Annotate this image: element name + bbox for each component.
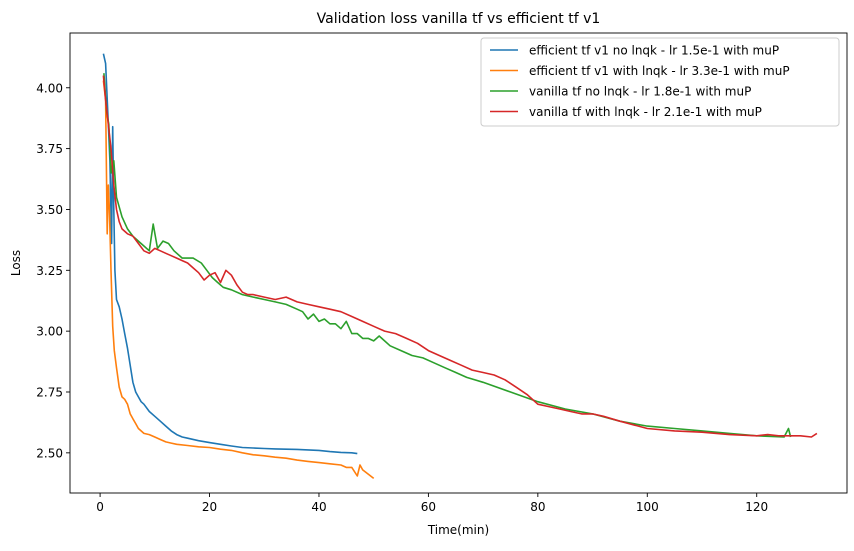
x-tick-label: 100: [636, 500, 659, 514]
plot-frame: [69, 32, 848, 494]
y-axis-label: Loss: [9, 250, 23, 276]
series-line-4: [102, 75, 818, 438]
legend: efficient tf v1 no lnqk - lr 1.5e-1 with…: [480, 37, 840, 127]
x-axis-label: Time(min): [427, 523, 489, 537]
y-tick-label: 2.75: [36, 385, 63, 399]
legend-entry: vanilla tf with lnqk - lr 2.1e-1 with mu…: [529, 105, 762, 119]
chart-title: Validation loss vanilla tf vs efficient …: [317, 11, 601, 27]
y-tick-label: 3.50: [36, 203, 63, 217]
x-tick-label: 60: [421, 500, 436, 514]
x-tick-label: 40: [311, 500, 326, 514]
y-tick-label: 3.00: [36, 325, 63, 339]
x-tick-label: 120: [745, 500, 768, 514]
y-tick-label: 4.00: [36, 81, 63, 95]
y-tick-label: 2.50: [36, 446, 63, 460]
y-tick-label: 3.25: [36, 264, 63, 278]
x-tick-label: 80: [530, 500, 545, 514]
y-tick-label: 3.75: [36, 142, 63, 156]
series-line-2: [102, 80, 375, 480]
legend-entry: efficient tf v1 with lnqk - lr 3.3e-1 wi…: [529, 64, 790, 78]
x-tick-label: 0: [96, 500, 104, 514]
legend-box: [480, 37, 840, 127]
x-tick-label: 20: [202, 500, 217, 514]
legend-entry: vanilla tf no lnqk - lr 1.8e-1 with muP: [529, 85, 751, 99]
series-line-1: [102, 53, 358, 455]
legend-entry: efficient tf v1 no lnqk - lr 1.5e-1 with…: [529, 44, 779, 58]
